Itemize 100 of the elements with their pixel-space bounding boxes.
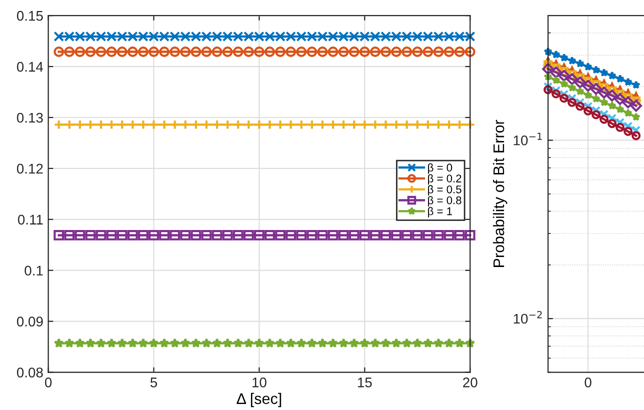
point <box>275 230 286 240</box>
point <box>190 119 202 130</box>
point <box>222 338 233 348</box>
point <box>592 80 601 90</box>
point <box>138 338 148 348</box>
point <box>138 46 148 57</box>
point <box>159 230 170 240</box>
point <box>402 119 412 130</box>
point <box>380 338 391 348</box>
point <box>370 46 380 57</box>
point <box>600 68 608 77</box>
point <box>306 119 318 130</box>
y-tick-label: 0.11 <box>18 214 43 225</box>
legend-label: β = 0 <box>428 163 452 174</box>
point <box>370 338 380 348</box>
point <box>464 46 476 57</box>
point <box>606 90 618 102</box>
point <box>359 46 370 57</box>
point <box>370 230 380 240</box>
point <box>180 119 191 130</box>
point <box>568 56 576 65</box>
point <box>616 104 624 114</box>
point <box>116 46 128 57</box>
point <box>306 338 317 348</box>
point <box>584 76 593 86</box>
point <box>54 338 64 348</box>
point <box>117 338 128 348</box>
point <box>391 119 402 130</box>
point <box>328 46 338 57</box>
point <box>422 46 434 57</box>
point <box>306 230 318 240</box>
point <box>254 119 264 130</box>
point <box>359 119 370 130</box>
point <box>243 230 254 240</box>
point <box>190 338 201 348</box>
point <box>560 79 568 88</box>
point <box>96 338 106 348</box>
point <box>148 230 159 240</box>
point <box>148 119 159 130</box>
legend-label: β = 1 <box>428 207 452 218</box>
point <box>317 119 328 130</box>
point <box>286 338 296 348</box>
point <box>550 66 562 78</box>
point <box>317 230 328 240</box>
point <box>222 230 233 240</box>
point <box>317 46 328 57</box>
point <box>222 119 233 130</box>
point <box>64 119 75 130</box>
point <box>433 119 444 130</box>
point <box>106 46 117 57</box>
point <box>552 76 560 84</box>
point <box>568 98 577 107</box>
point <box>85 338 96 348</box>
point <box>170 338 180 348</box>
point <box>180 338 190 348</box>
point <box>598 86 610 99</box>
point <box>348 119 360 130</box>
point <box>454 119 465 130</box>
point <box>54 46 64 57</box>
point <box>412 338 422 348</box>
point <box>584 62 592 71</box>
point <box>201 119 212 130</box>
point <box>243 119 254 130</box>
point <box>464 230 476 240</box>
point <box>558 70 570 82</box>
point <box>576 59 584 68</box>
point <box>622 96 634 108</box>
legend-label: β = 0.8 <box>428 196 462 206</box>
point <box>632 80 640 89</box>
point <box>275 338 286 348</box>
legend-label: β = 0.5 <box>428 185 462 196</box>
point <box>254 46 264 57</box>
point <box>159 338 170 348</box>
point <box>296 338 306 348</box>
x-tick-label: 0 <box>584 378 592 388</box>
point <box>444 230 454 240</box>
point <box>222 46 233 57</box>
point <box>380 119 391 130</box>
point <box>359 230 370 240</box>
point <box>264 119 275 130</box>
x-tick-label: 10 <box>252 378 266 388</box>
point <box>138 119 148 130</box>
y-tick-label: 0.14 <box>16 62 44 72</box>
point <box>317 338 328 348</box>
point <box>391 230 402 240</box>
point <box>159 46 170 57</box>
point <box>444 119 454 130</box>
point <box>338 46 349 57</box>
point <box>584 90 592 99</box>
point <box>96 119 106 130</box>
point <box>106 230 117 240</box>
point <box>608 101 616 110</box>
point <box>296 230 307 240</box>
point <box>402 46 412 57</box>
point <box>170 119 180 130</box>
point <box>254 230 264 240</box>
point <box>632 112 640 121</box>
point <box>576 86 584 96</box>
point <box>560 66 569 76</box>
point <box>566 73 578 86</box>
